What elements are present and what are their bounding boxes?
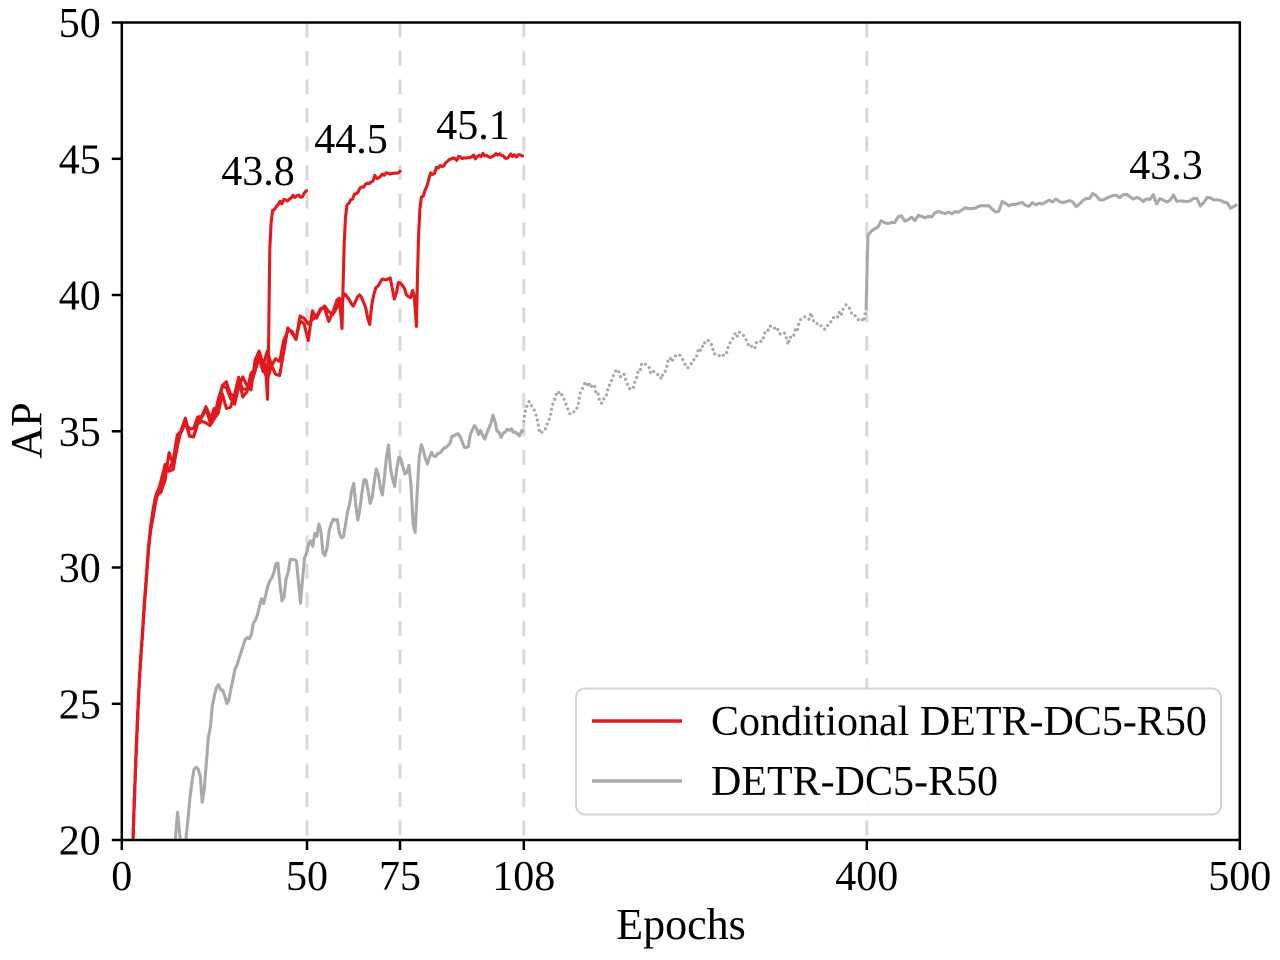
svg-text:0: 0 [111,854,132,900]
svg-text:45.1: 45.1 [436,103,510,149]
svg-text:500: 500 [1208,854,1271,900]
svg-text:44.5: 44.5 [314,117,388,163]
svg-text:20: 20 [59,819,101,865]
svg-text:50: 50 [286,854,328,900]
svg-text:35: 35 [59,410,101,456]
svg-text:Epochs: Epochs [616,900,746,949]
svg-text:45: 45 [59,137,101,183]
svg-text:43.3: 43.3 [1129,143,1203,189]
svg-text:400: 400 [835,854,898,900]
svg-text:DETR-DC5-R50: DETR-DC5-R50 [711,759,998,805]
svg-text:43.8: 43.8 [221,149,295,195]
svg-text:50: 50 [59,1,101,47]
svg-text:Conditional DETR-DC5-R50: Conditional DETR-DC5-R50 [711,699,1207,745]
svg-text:75: 75 [379,854,421,900]
svg-text:AP: AP [2,402,51,458]
svg-text:108: 108 [492,854,555,900]
svg-text:40: 40 [59,274,101,320]
svg-text:30: 30 [59,546,101,592]
svg-text:25: 25 [59,682,101,728]
